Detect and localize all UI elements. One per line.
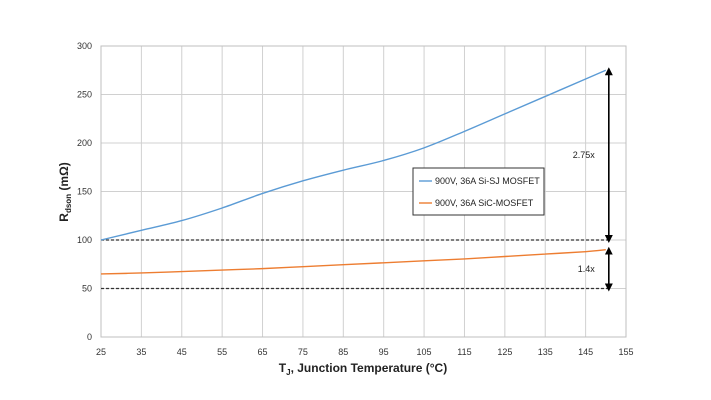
series-line-1 xyxy=(100,69,607,241)
x-tick-label: 65 xyxy=(258,347,268,357)
x-tick-label: 45 xyxy=(177,347,187,357)
x-tick-label: 125 xyxy=(497,347,512,357)
x-tick-label: 135 xyxy=(538,347,553,357)
y-tick-label: 150 xyxy=(77,187,92,197)
x-tick-label: 105 xyxy=(417,347,432,357)
x-tick-label: 155 xyxy=(618,347,633,357)
x-axis-title: TJ, Junction Temperature (°C) xyxy=(279,361,447,377)
y-axis-title: Rdson (mΩ) xyxy=(57,162,73,221)
x-tick-label: 25 xyxy=(96,347,106,357)
x-tick-label: 85 xyxy=(338,347,348,357)
x-tick-label: 55 xyxy=(217,347,227,357)
grid xyxy=(100,45,627,338)
series-line-2 xyxy=(100,249,606,275)
x-tick-label: 95 xyxy=(379,347,389,357)
y-tick-label: 250 xyxy=(77,90,92,100)
annotation-label: 1.4x xyxy=(578,264,596,274)
y-tick-label: 300 xyxy=(77,41,92,51)
y-tick-label: 0 xyxy=(87,332,92,342)
legend-box xyxy=(412,167,545,216)
x-tick-label: 75 xyxy=(298,347,308,357)
legend: 900V, 36A Si-SJ MOSFET 900V, 36A SiC-MOSF… xyxy=(412,167,545,216)
annotations: 2.75x 1.4x xyxy=(573,67,613,292)
legend-label: 900V, 36A SiC-MOSFET xyxy=(435,198,534,208)
x-tick-label: 145 xyxy=(578,347,593,357)
x-tick-label: 115 xyxy=(457,347,471,357)
series-lines xyxy=(100,69,607,275)
x-tick-label: 35 xyxy=(136,347,146,357)
legend-label: 900V, 36A Si-SJ MOSFET xyxy=(435,176,540,186)
y-tick-label: 50 xyxy=(82,284,92,294)
y-tick-label: 200 xyxy=(77,138,92,148)
annotation-label: 2.75x xyxy=(573,150,596,160)
plot-frame xyxy=(100,45,627,338)
y-tick-label: 100 xyxy=(77,235,92,245)
tick-labels: 25 35 45 55 65 75 85 95 105 115 125 135 145 155 0 50 100… xyxy=(77,41,634,357)
